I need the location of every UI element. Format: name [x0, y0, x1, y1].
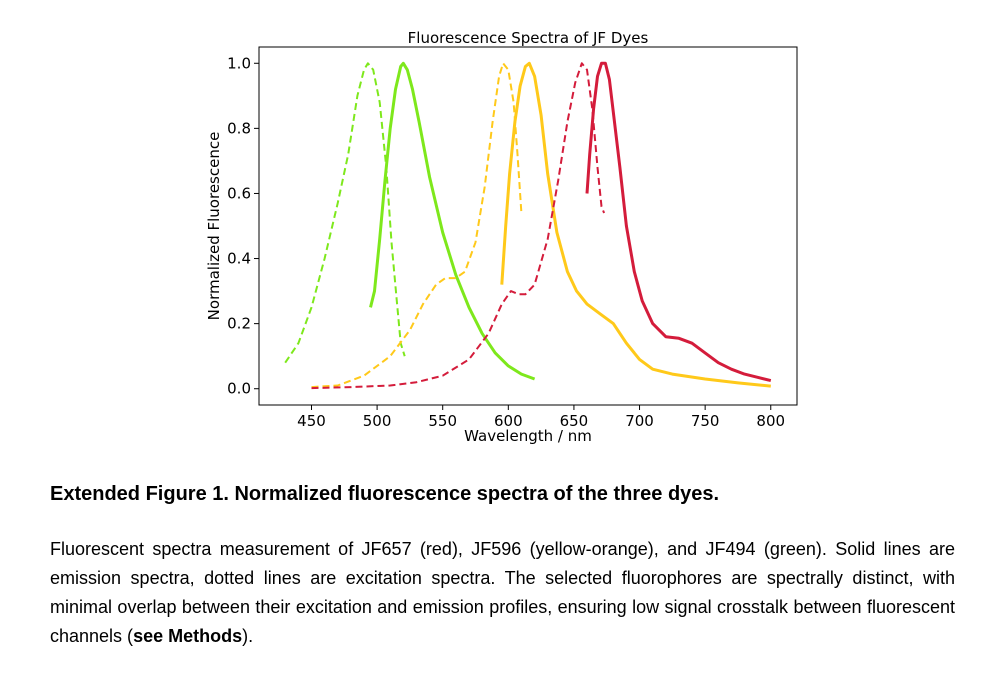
- y-tick-label: 0.0: [227, 380, 251, 398]
- spectra-chart: Fluorescence Spectra of JF Dyes 450 500 55…: [205, 29, 798, 445]
- x-axis: 450 500 550 600 650 700 750 800: [297, 405, 785, 430]
- series-jf657-excitation: [311, 62, 606, 390]
- x-tick-label: 600: [494, 412, 523, 430]
- caption-text: Fluorescent spectra measurement of JF657…: [50, 539, 955, 646]
- caption-text-end: ).: [242, 626, 254, 646]
- series-jf494-excitation: [284, 62, 406, 364]
- y-tick-label: 0.8: [227, 119, 251, 137]
- x-tick-label: 800: [756, 412, 785, 430]
- x-tick-label: 700: [625, 412, 654, 430]
- y-axis: 0.0 0.2 0.4 0.6 0.8 1.0: [227, 54, 259, 398]
- series-jf596-emission: [500, 61, 771, 388]
- caption-title: Extended Figure 1. Normalized fluorescen…: [50, 483, 720, 505]
- y-tick-label: 1.0: [227, 54, 251, 72]
- chart-title: Fluorescence Spectra of JF Dyes: [408, 29, 649, 47]
- x-tick-label: 450: [297, 412, 326, 430]
- y-tick-label: 0.2: [227, 315, 251, 333]
- series-jf657-emission: [585, 61, 772, 383]
- caption-body: Fluorescent spectra measurement of JF657…: [50, 535, 955, 651]
- x-tick-label: 650: [560, 412, 589, 430]
- x-axis-label: Wavelength / nm: [464, 427, 592, 445]
- x-tick-label: 550: [428, 412, 457, 430]
- series-jf494-emission: [369, 61, 536, 381]
- y-tick-label: 0.4: [227, 250, 251, 268]
- y-axis-label: Normalized Fluorescence: [205, 132, 223, 321]
- x-tick-label: 500: [363, 412, 392, 430]
- see-methods-reference: see Methods: [133, 626, 243, 646]
- plot-frame: [258, 46, 798, 406]
- plot-series: [284, 61, 772, 390]
- y-tick-label: 0.6: [227, 184, 251, 202]
- x-tick-label: 750: [691, 412, 720, 430]
